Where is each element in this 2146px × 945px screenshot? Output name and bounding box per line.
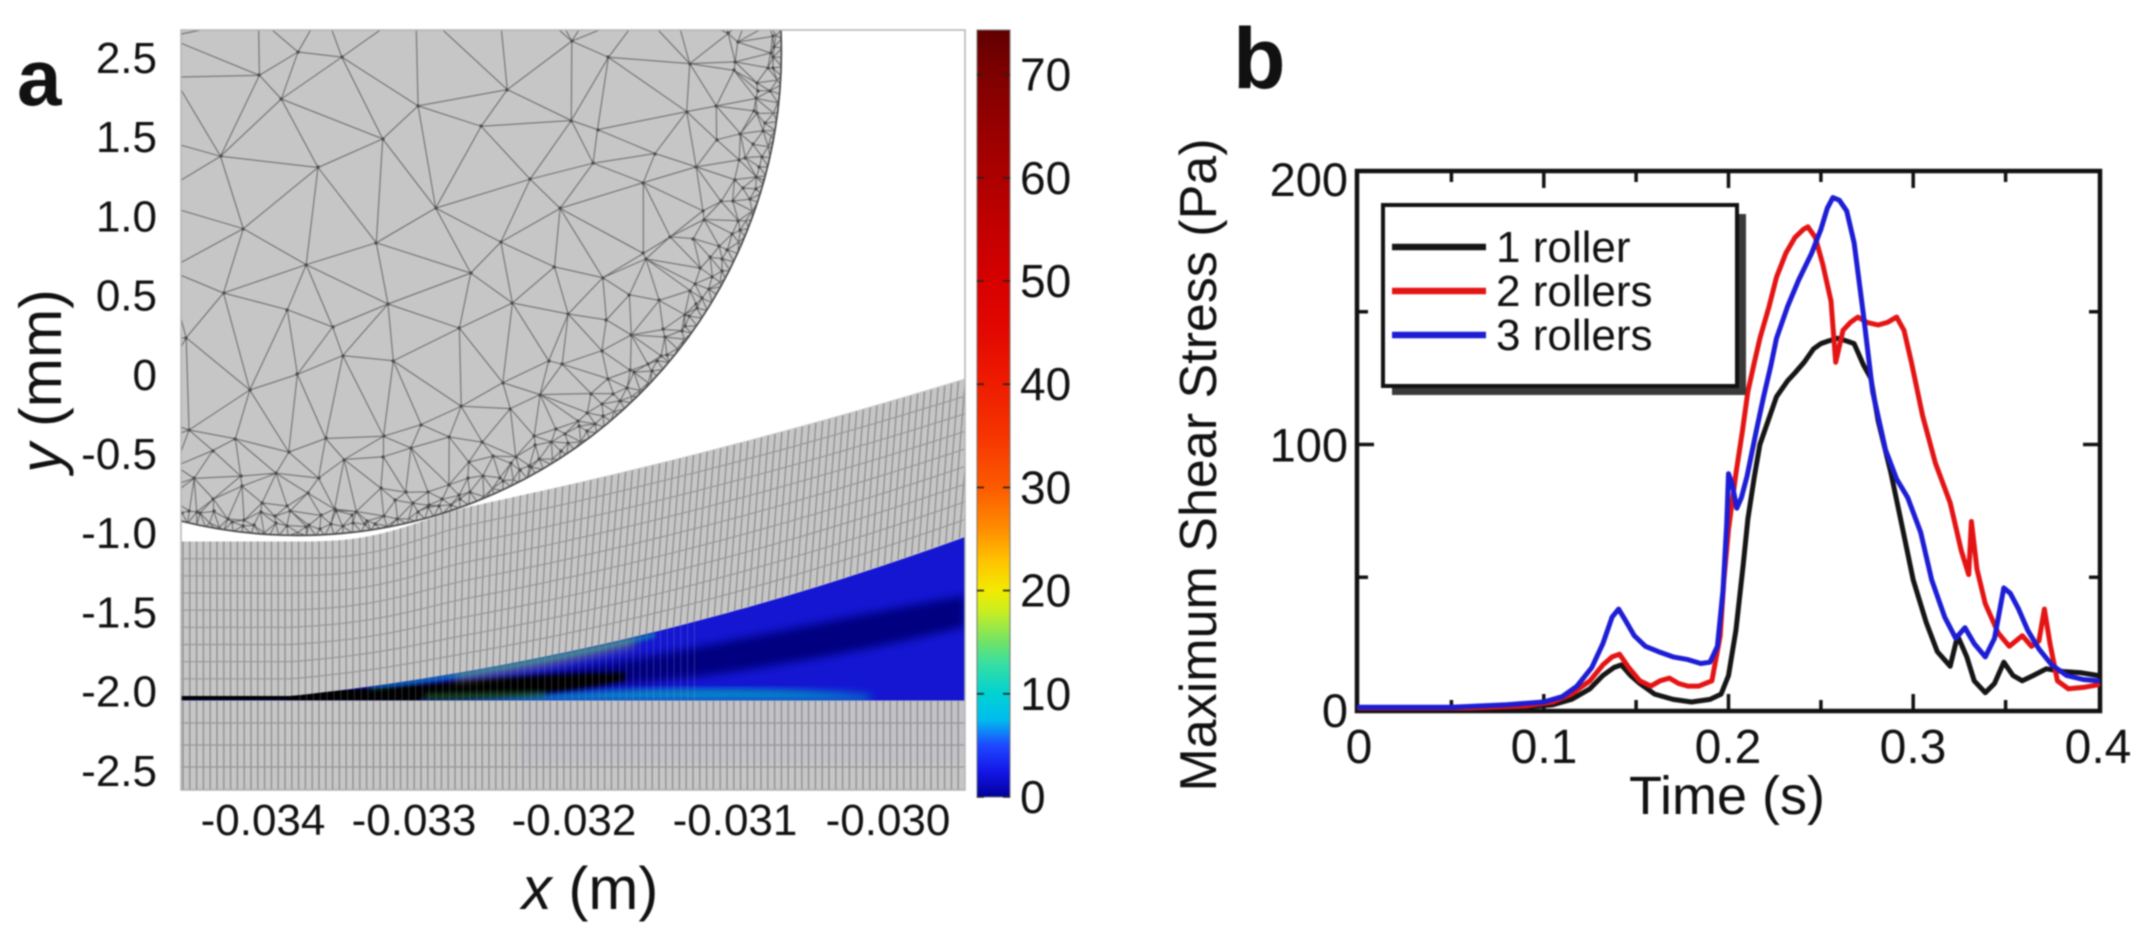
svg-text:2 rollers: 2 rollers [1496, 267, 1653, 316]
svg-text:-1.5: -1.5 [81, 588, 157, 637]
svg-text:30: 30 [1020, 461, 1071, 513]
svg-text:50: 50 [1020, 255, 1071, 307]
svg-text:-0.033: -0.033 [352, 796, 477, 845]
svg-text:Time (s): Time (s) [1629, 766, 1825, 826]
svg-text:0.4: 0.4 [2065, 721, 2132, 774]
svg-text:0.1: 0.1 [1511, 721, 1578, 774]
svg-text:1 roller: 1 roller [1496, 223, 1631, 272]
svg-text:a: a [17, 33, 62, 122]
svg-text:-0.5: -0.5 [81, 430, 157, 479]
svg-text:0.5: 0.5 [96, 272, 157, 321]
svg-text:0.3: 0.3 [1880, 721, 1947, 774]
svg-text:0: 0 [133, 351, 157, 400]
svg-text:-2.5: -2.5 [81, 747, 157, 796]
svg-text:40: 40 [1020, 358, 1071, 410]
svg-text:-1.0: -1.0 [81, 509, 157, 558]
svg-text:0: 0 [1020, 771, 1046, 823]
svg-text:-0.030: -0.030 [826, 796, 951, 845]
svg-text:3 rollers: 3 rollers [1496, 311, 1653, 360]
svg-text:1.0: 1.0 [96, 192, 157, 241]
svg-text:0: 0 [1322, 684, 1348, 737]
svg-text:-0.034: -0.034 [201, 796, 326, 845]
svg-text:0: 0 [1346, 721, 1373, 774]
svg-text:60: 60 [1020, 152, 1071, 204]
svg-text:Maximum Shear Stress (Pa): Maximum Shear Stress (Pa) [1170, 138, 1228, 791]
svg-text:2.5: 2.5 [96, 34, 157, 83]
svg-text:10: 10 [1020, 668, 1071, 720]
svg-text:1.5: 1.5 [96, 113, 157, 162]
svg-text:200: 200 [1270, 153, 1348, 206]
svg-text:20: 20 [1020, 565, 1071, 617]
svg-text:x (m): x (m) [519, 855, 659, 922]
svg-text:70: 70 [1020, 49, 1071, 101]
svg-text:0.2: 0.2 [1695, 721, 1762, 774]
svg-text:b: b [1233, 11, 1286, 107]
svg-text:-2.0: -2.0 [81, 668, 157, 717]
svg-text:-0.031: -0.031 [673, 796, 798, 845]
svg-text:100: 100 [1270, 419, 1348, 472]
svg-text:-0.032: -0.032 [512, 796, 637, 845]
svg-text:y (mm): y (mm) [8, 289, 74, 476]
